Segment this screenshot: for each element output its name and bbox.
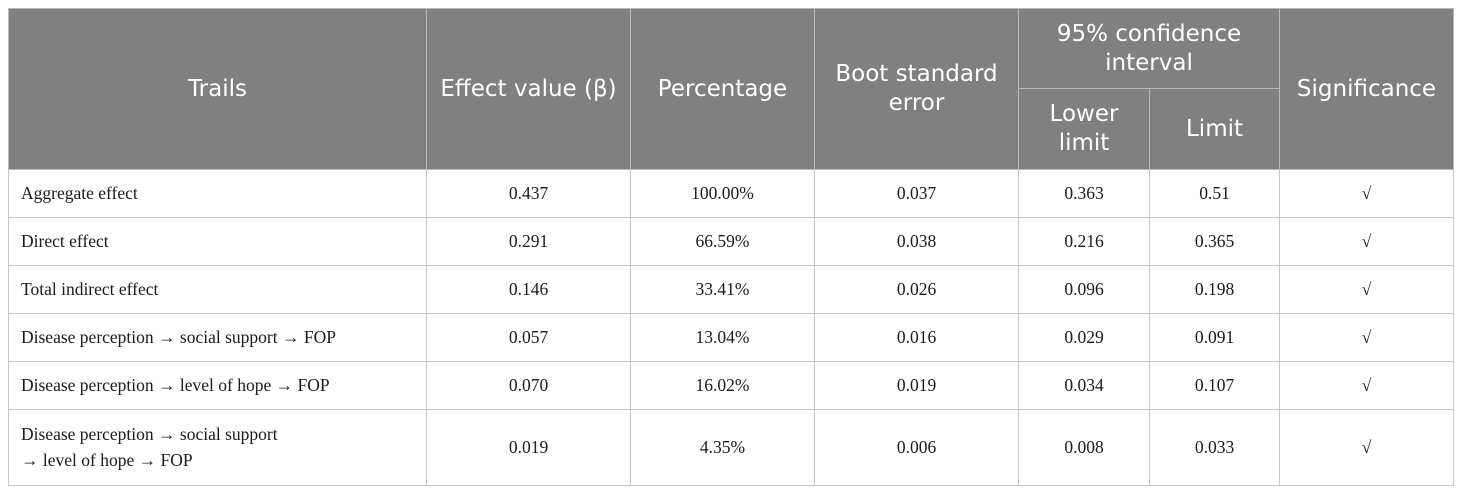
cell-lower-limit: 0.363 bbox=[1018, 169, 1150, 218]
cell-effect-value: 0.070 bbox=[426, 361, 631, 410]
cell-trail: Total indirect effect bbox=[8, 265, 427, 314]
header-significance: Significance bbox=[1279, 8, 1454, 170]
cell-lower-limit: 0.216 bbox=[1018, 217, 1150, 266]
mediation-effect-table: Trails Effect value (β) Percentage Boot … bbox=[8, 8, 1454, 486]
cell-limit: 0.198 bbox=[1149, 265, 1280, 314]
cell-percentage: 66.59% bbox=[630, 217, 815, 266]
table-row: Disease perception → level of hope → FOP… bbox=[8, 361, 1454, 410]
cell-effect-value: 0.146 bbox=[426, 265, 631, 314]
cell-effect-value: 0.437 bbox=[426, 169, 631, 218]
cell-effect-value: 0.057 bbox=[426, 313, 631, 362]
header-confidence-interval: 95% confidence interval bbox=[1018, 8, 1280, 89]
cell-boot-standard-error: 0.037 bbox=[814, 169, 1019, 218]
trail-line-1: Disease perception → social support bbox=[21, 424, 278, 445]
table-row: Aggregate effect 0.437 100.00% 0.037 0.3… bbox=[8, 169, 1454, 218]
cell-limit: 0.365 bbox=[1149, 217, 1280, 266]
cell-significance: √ bbox=[1279, 313, 1454, 362]
cell-trail: Aggregate effect bbox=[8, 169, 427, 218]
cell-percentage: 13.04% bbox=[630, 313, 815, 362]
cell-percentage: 4.35% bbox=[630, 409, 815, 486]
cell-significance: √ bbox=[1279, 265, 1454, 314]
cell-lower-limit: 0.034 bbox=[1018, 361, 1150, 410]
cell-boot-standard-error: 0.019 bbox=[814, 361, 1019, 410]
table-header: Trails Effect value (β) Percentage Boot … bbox=[8, 8, 1454, 170]
table-row: Direct effect 0.291 66.59% 0.038 0.216 0… bbox=[8, 217, 1454, 266]
cell-trail: Disease perception → social support → FO… bbox=[8, 313, 427, 362]
cell-limit: 0.091 bbox=[1149, 313, 1280, 362]
cell-boot-standard-error: 0.016 bbox=[814, 313, 1019, 362]
cell-boot-standard-error: 0.038 bbox=[814, 217, 1019, 266]
cell-lower-limit: 0.029 bbox=[1018, 313, 1150, 362]
cell-significance: √ bbox=[1279, 217, 1454, 266]
cell-percentage: 33.41% bbox=[630, 265, 815, 314]
cell-limit: 0.107 bbox=[1149, 361, 1280, 410]
trail-line-2: → level of hope → FOP bbox=[21, 449, 193, 470]
header-trails: Trails bbox=[8, 8, 427, 170]
table-row: Disease perception → social support → lev… bbox=[8, 409, 1454, 486]
cell-effect-value: 0.019 bbox=[426, 409, 631, 486]
cell-trail: Disease perception → social support → lev… bbox=[8, 409, 427, 486]
header-lower-limit: Lower limit bbox=[1018, 88, 1150, 170]
cell-boot-standard-error: 0.026 bbox=[814, 265, 1019, 314]
cell-percentage: 100.00% bbox=[630, 169, 815, 218]
cell-lower-limit: 0.096 bbox=[1018, 265, 1150, 314]
cell-boot-standard-error: 0.006 bbox=[814, 409, 1019, 486]
header-effect-value: Effect value (β) bbox=[426, 8, 631, 170]
cell-significance: √ bbox=[1279, 361, 1454, 410]
cell-limit: 0.51 bbox=[1149, 169, 1280, 218]
cell-trail: Disease perception → level of hope → FOP bbox=[8, 361, 427, 410]
cell-lower-limit: 0.008 bbox=[1018, 409, 1150, 486]
cell-significance: √ bbox=[1279, 169, 1454, 218]
header-percentage: Percentage bbox=[630, 8, 815, 170]
cell-limit: 0.033 bbox=[1149, 409, 1280, 486]
table-body: Aggregate effect 0.437 100.00% 0.037 0.3… bbox=[8, 169, 1454, 486]
table-row: Total indirect effect 0.146 33.41% 0.026… bbox=[8, 265, 1454, 314]
cell-effect-value: 0.291 bbox=[426, 217, 631, 266]
cell-trail: Direct effect bbox=[8, 217, 427, 266]
cell-percentage: 16.02% bbox=[630, 361, 815, 410]
cell-significance: √ bbox=[1279, 409, 1454, 486]
table-row: Disease perception → social support → FO… bbox=[8, 313, 1454, 362]
header-limit: Limit bbox=[1149, 88, 1280, 170]
header-boot-standard-error: Boot standard error bbox=[814, 8, 1019, 170]
